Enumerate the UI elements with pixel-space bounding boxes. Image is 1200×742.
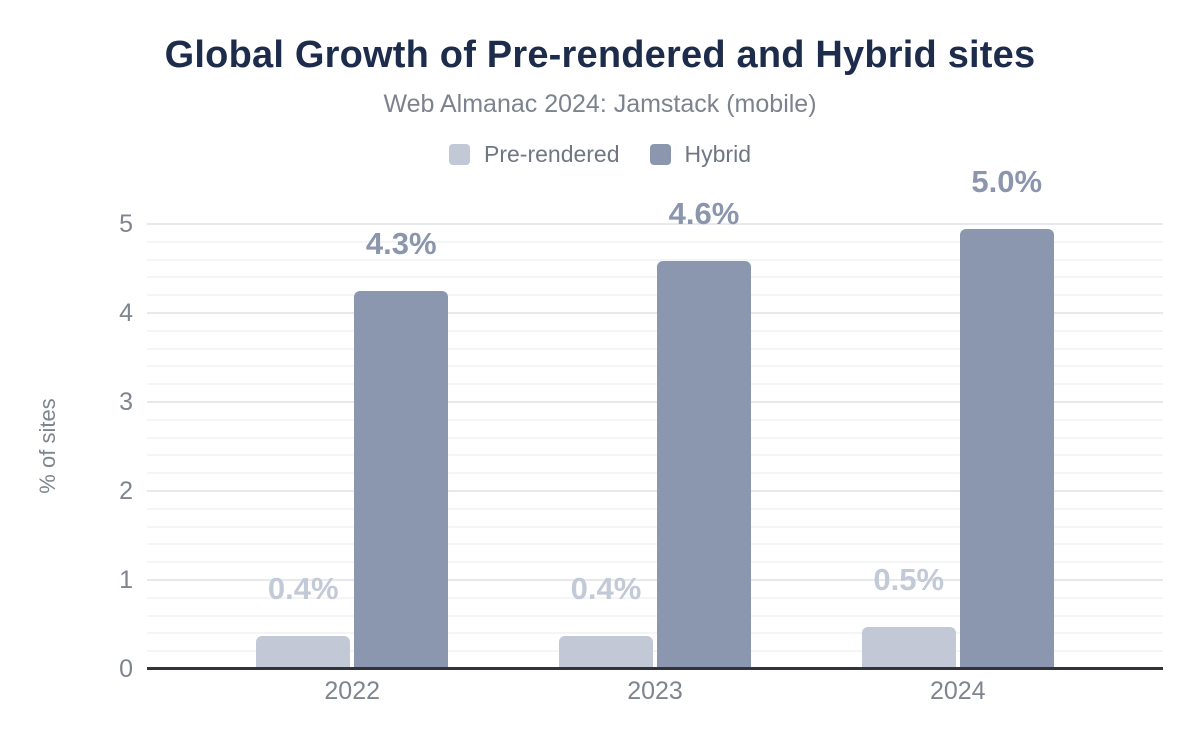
gridline-minor	[147, 258, 1163, 261]
chart-title: Global Growth of Pre-rendered and Hybrid…	[164, 34, 1036, 76]
legend-swatch-pre-rendered-icon	[449, 144, 470, 165]
gridline-minor	[147, 543, 1163, 546]
x-tick-label: 2023	[627, 677, 683, 705]
gridline-minor	[147, 614, 1163, 617]
bar-pre-rendered-2023	[559, 636, 653, 669]
bar-hybrid-2023	[657, 260, 751, 669]
chart-legend: Pre-rendered Hybrid	[0, 141, 1200, 168]
bar-value-label-pre-rendered-2023: 0.4%	[570, 571, 642, 607]
gridline-minor	[147, 561, 1163, 564]
y-tick-label: 0	[119, 655, 133, 683]
gridline-major	[147, 223, 1163, 225]
gridline-minor	[147, 507, 1163, 510]
gridline-major	[147, 490, 1163, 492]
x-tick-label: 2022	[324, 677, 381, 705]
y-tick-label: 3	[119, 388, 133, 416]
plot-area: 0.4% 0.4% 0.5% 4.3% 4.6% 5.0%	[147, 166, 1163, 670]
gridline-major	[147, 401, 1163, 403]
gridline-major	[147, 312, 1163, 314]
gridline-minor	[147, 329, 1163, 332]
legend-swatch-hybrid-icon	[649, 144, 671, 165]
y-axis-title: % of sites	[35, 398, 60, 494]
gridline-major	[147, 579, 1163, 581]
gridline-minor	[147, 276, 1163, 279]
chart-subtitle: Web Almanac 2024: Jamstack (mobile)	[383, 90, 817, 118]
gridline-minor	[147, 240, 1163, 243]
gridline-minor	[147, 347, 1163, 350]
bar-value-label-hybrid-2023: 4.6%	[668, 195, 740, 231]
gridline-minor	[147, 436, 1163, 439]
gridline-minor	[147, 365, 1163, 368]
bar-pre-rendered-2022	[256, 636, 351, 669]
legend-item-hybrid: Hybrid	[649, 141, 751, 168]
gridline-minor	[147, 596, 1163, 599]
bar-hybrid-2022	[354, 290, 449, 669]
gridline-minor	[147, 632, 1163, 635]
y-tick-label: 1	[119, 566, 133, 594]
bar-hybrid-2024	[959, 229, 1054, 669]
y-tick-label: 5	[119, 210, 133, 238]
gridline-minor	[147, 454, 1163, 457]
legend-label-hybrid: Hybrid	[684, 141, 751, 167]
gridline-minor	[147, 650, 1163, 653]
legend-item-pre-rendered: Pre-rendered	[449, 141, 620, 168]
y-tick-label: 2	[119, 477, 133, 505]
bar-pre-rendered-2024	[861, 627, 956, 669]
x-axis-line	[147, 667, 1163, 670]
bar-value-label-hybrid-2024: 5.0%	[971, 164, 1043, 200]
bar-value-label-pre-rendered-2022: 0.4%	[267, 571, 339, 607]
gridline-minor	[147, 472, 1163, 475]
x-tick-label: 2024	[929, 677, 986, 705]
gridline-minor	[147, 525, 1163, 528]
legend-label-pre-rendered: Pre-rendered	[484, 141, 620, 167]
bar-value-label-pre-rendered-2024: 0.5%	[873, 562, 945, 598]
gridline-minor	[147, 294, 1163, 297]
bar-value-label-hybrid-2022: 4.3%	[365, 225, 437, 261]
gridline-minor	[147, 383, 1163, 386]
y-tick-label: 4	[119, 299, 133, 327]
gridline-minor	[147, 418, 1163, 421]
